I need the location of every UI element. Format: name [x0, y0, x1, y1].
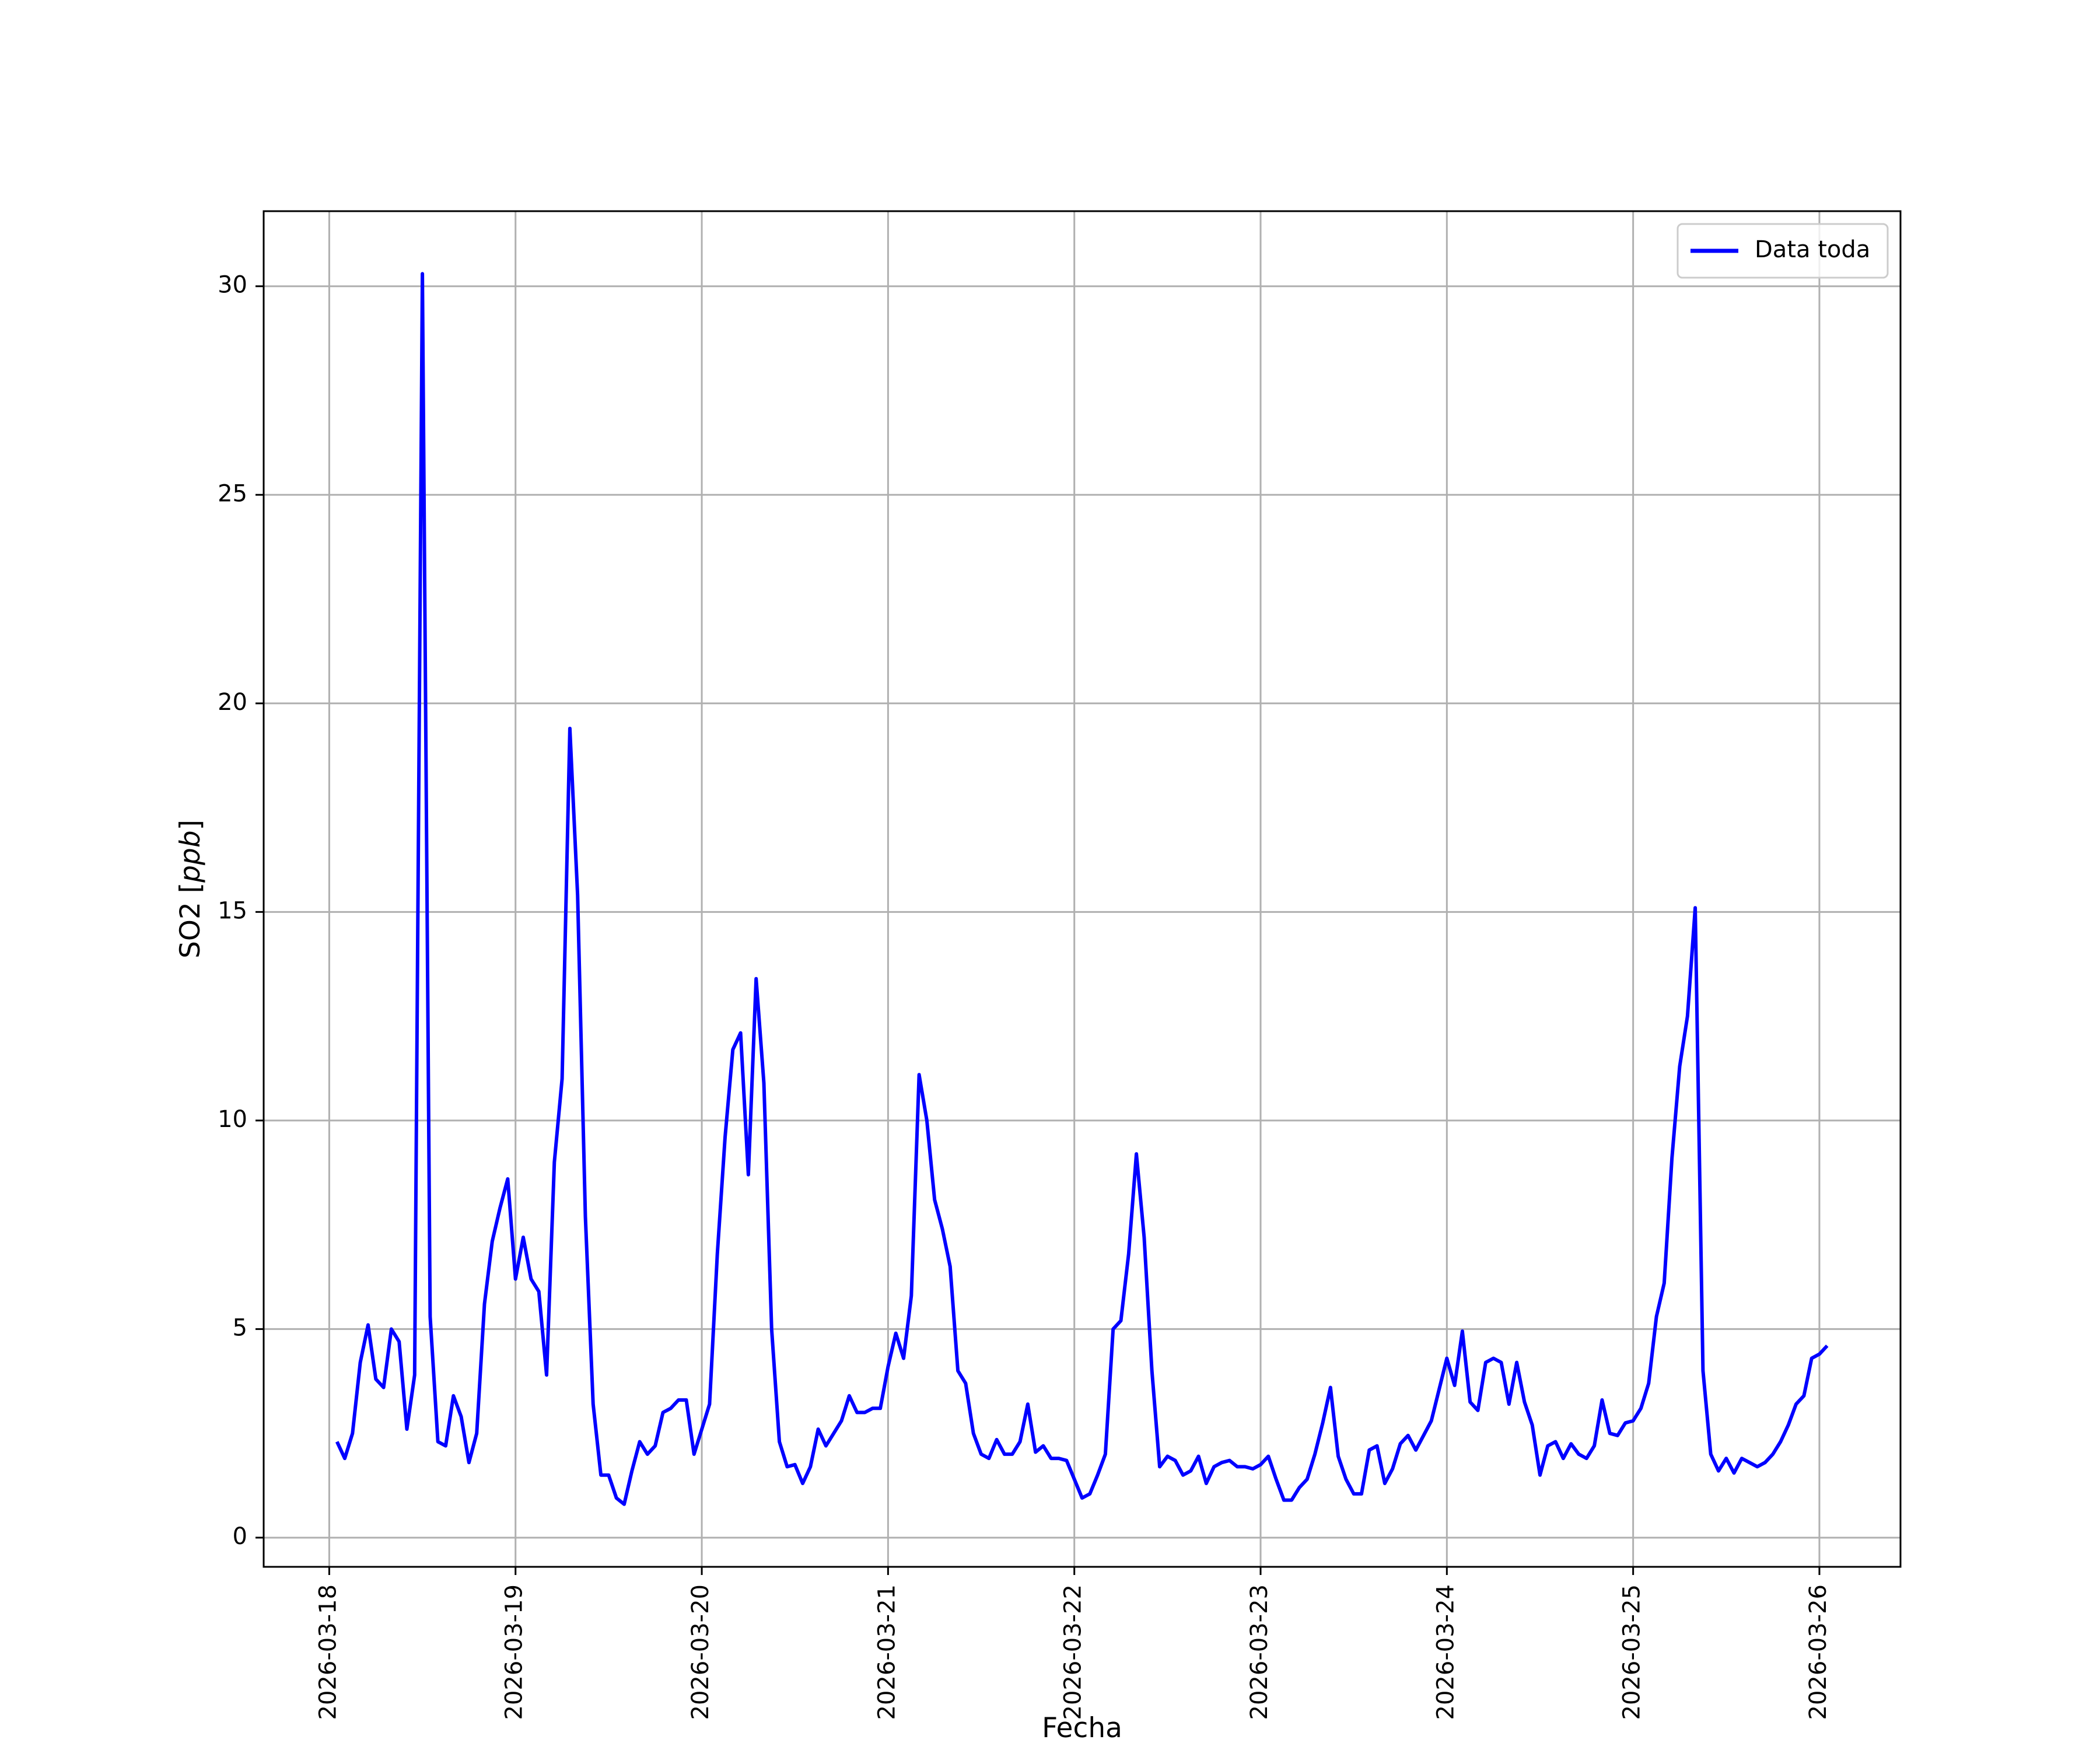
x-axis-label: Fecha [1042, 1712, 1122, 1744]
x-tick-label: 2026-03-24 [1432, 1584, 1459, 1720]
y-axis-label-unit: ppb [174, 830, 206, 883]
x-tick-label: 2026-03-19 [501, 1584, 528, 1720]
x-tick-label: 2026-03-18 [314, 1584, 341, 1720]
legend-box [1676, 223, 1889, 279]
grid [264, 211, 1901, 1567]
y-tick-label: 30 [218, 272, 247, 299]
y-tick-label: 5 [233, 1314, 247, 1341]
x-axis: 2026-03-18 2026-03-19 2026-03-20 2026-03-21… [314, 1567, 1832, 1720]
x-tick-label: 2026-03-23 [1246, 1584, 1273, 1720]
x-tick-label: 2026-03-22 [1060, 1584, 1087, 1720]
series-group [335, 272, 1829, 1506]
y-axis: 0 5 10 15 20 25 30 [218, 272, 264, 1550]
legend: Data toda [1676, 223, 1889, 279]
series-line-0 [335, 272, 1829, 1506]
plot-frame [262, 210, 1902, 1568]
y-axis-label: SO2 [ppb] [174, 820, 206, 958]
y-tick-label: 15 [218, 897, 247, 924]
legend-label: Data toda [1755, 236, 1870, 263]
y-tick-label: 20 [218, 689, 247, 716]
x-tick-label: 2026-03-20 [687, 1584, 714, 1720]
y-axis-label-suffix: ] [174, 820, 206, 830]
y-tick-label: 10 [218, 1106, 247, 1133]
y-tick-label: 0 [233, 1523, 247, 1550]
x-tick-label: 2026-03-26 [1805, 1584, 1832, 1720]
x-tick-label: 2026-03-25 [1619, 1584, 1646, 1720]
y-tick-label: 25 [218, 480, 247, 507]
x-tick-label: 2026-03-21 [873, 1584, 900, 1720]
y-axis-label-prefix: SO2 [ [174, 883, 206, 958]
